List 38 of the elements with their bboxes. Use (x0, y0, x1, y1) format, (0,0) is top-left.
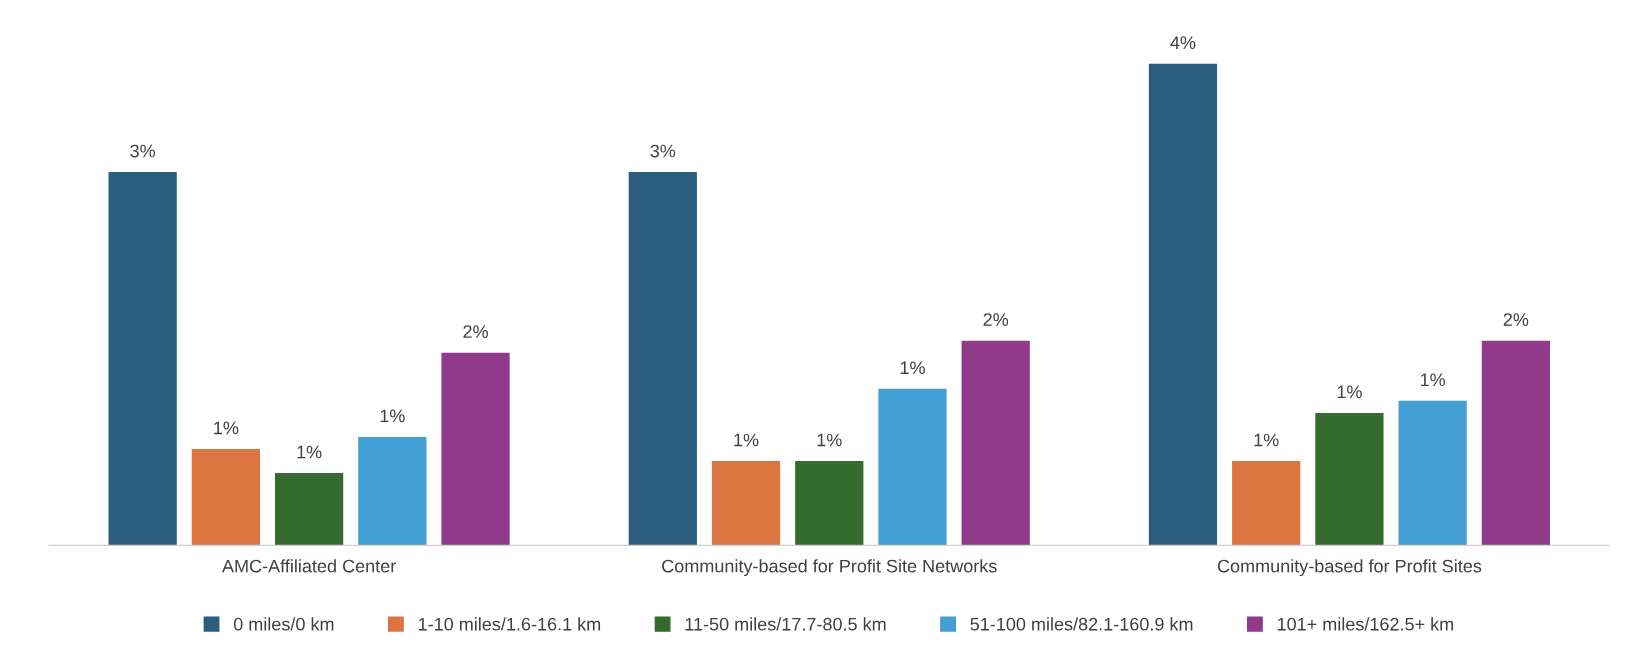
legend-label: 101+ miles/162.5+ km (1277, 617, 1454, 631)
bar (1481, 340, 1550, 546)
bar (1315, 412, 1384, 546)
legend-label: 1-10 miles/1.6-16.1 km (418, 617, 601, 631)
data-label: 1% (1254, 433, 1279, 447)
data-label: 1% (297, 445, 322, 459)
data-label: 1% (1420, 373, 1446, 387)
data-label: 4% (1170, 36, 1196, 49)
x-tick-label: Community-based for Profit Sites (1217, 559, 1482, 577)
data-label: 2% (983, 313, 1009, 326)
bar (878, 388, 947, 546)
x-tick-label: AMC-Affiliated Center (222, 559, 396, 573)
data-label: 1% (817, 433, 842, 447)
bar (108, 172, 177, 546)
x-tick-label: Community-based for Profit Site Networks (662, 559, 997, 577)
legend-label: 51-100 miles/82.1-160.9 km (970, 617, 1193, 631)
data-label: 1% (214, 421, 239, 435)
data-label: 2% (1503, 313, 1529, 326)
bar (1232, 461, 1301, 546)
bar (795, 461, 864, 546)
data-label: 1% (734, 433, 759, 447)
bar (1398, 400, 1467, 546)
bar (191, 449, 260, 546)
bar (961, 340, 1030, 546)
legend-label: 0 miles/0 km (233, 617, 334, 631)
legend-label: 11-50 miles/17.7-80.5 km (685, 617, 886, 631)
data-label: 1% (900, 361, 925, 375)
bar (441, 352, 510, 546)
data-label: 3% (130, 144, 156, 158)
bar (358, 436, 427, 546)
data-label: 1% (1337, 385, 1362, 399)
data-label: 2% (463, 325, 488, 338)
data-label: 3% (650, 144, 676, 158)
bar (711, 461, 781, 546)
bar (628, 172, 697, 546)
bar (274, 473, 344, 546)
bar (1148, 63, 1218, 546)
data-label: 1% (380, 409, 405, 423)
